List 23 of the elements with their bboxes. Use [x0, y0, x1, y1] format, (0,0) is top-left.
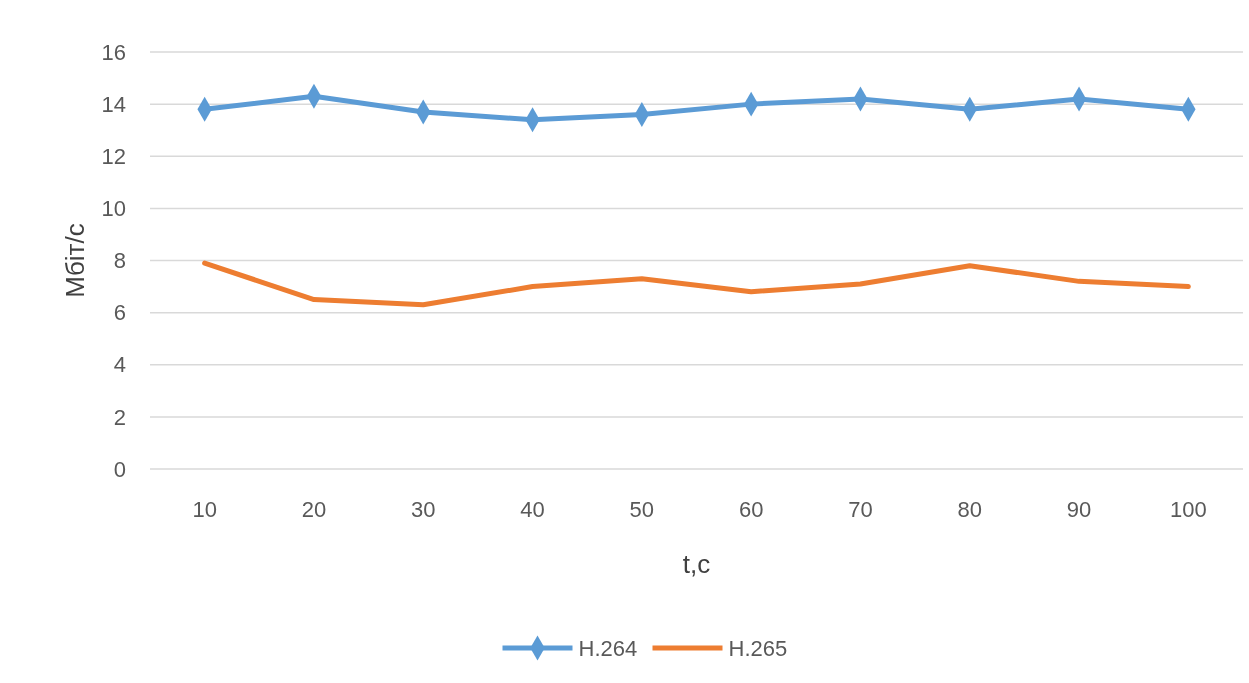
y-tick-label: 12	[101, 143, 126, 169]
legend-label: H.264	[578, 635, 638, 661]
y-tick-label: 10	[101, 196, 126, 222]
y-axis-title: Мбіт/с	[60, 223, 90, 298]
legend-label: H.265	[728, 635, 788, 661]
x-tick-label: 40	[520, 497, 545, 522]
x-tick-label: 80	[957, 497, 982, 522]
y-tick-label: 0	[113, 456, 126, 482]
x-tick-label: 20	[301, 497, 327, 522]
y-tick-label: 4	[113, 352, 126, 378]
x-tick-label: 70	[848, 497, 873, 522]
x-tick-label: 10	[192, 497, 217, 522]
y-tick-label: 6	[113, 300, 126, 326]
x-tick-label: 100	[1169, 497, 1207, 522]
y-tick-label: 16	[101, 39, 126, 65]
x-tick-label: 60	[738, 497, 764, 522]
y-tick-label: 2	[113, 404, 126, 430]
x-tick-label: 90	[1066, 497, 1092, 522]
x-tick-label: 30	[411, 497, 436, 522]
x-axis-title: t,c	[682, 549, 711, 579]
x-tick-label: 50	[629, 497, 655, 522]
y-tick-label: 14	[101, 91, 126, 117]
y-tick-label: 8	[113, 248, 126, 274]
